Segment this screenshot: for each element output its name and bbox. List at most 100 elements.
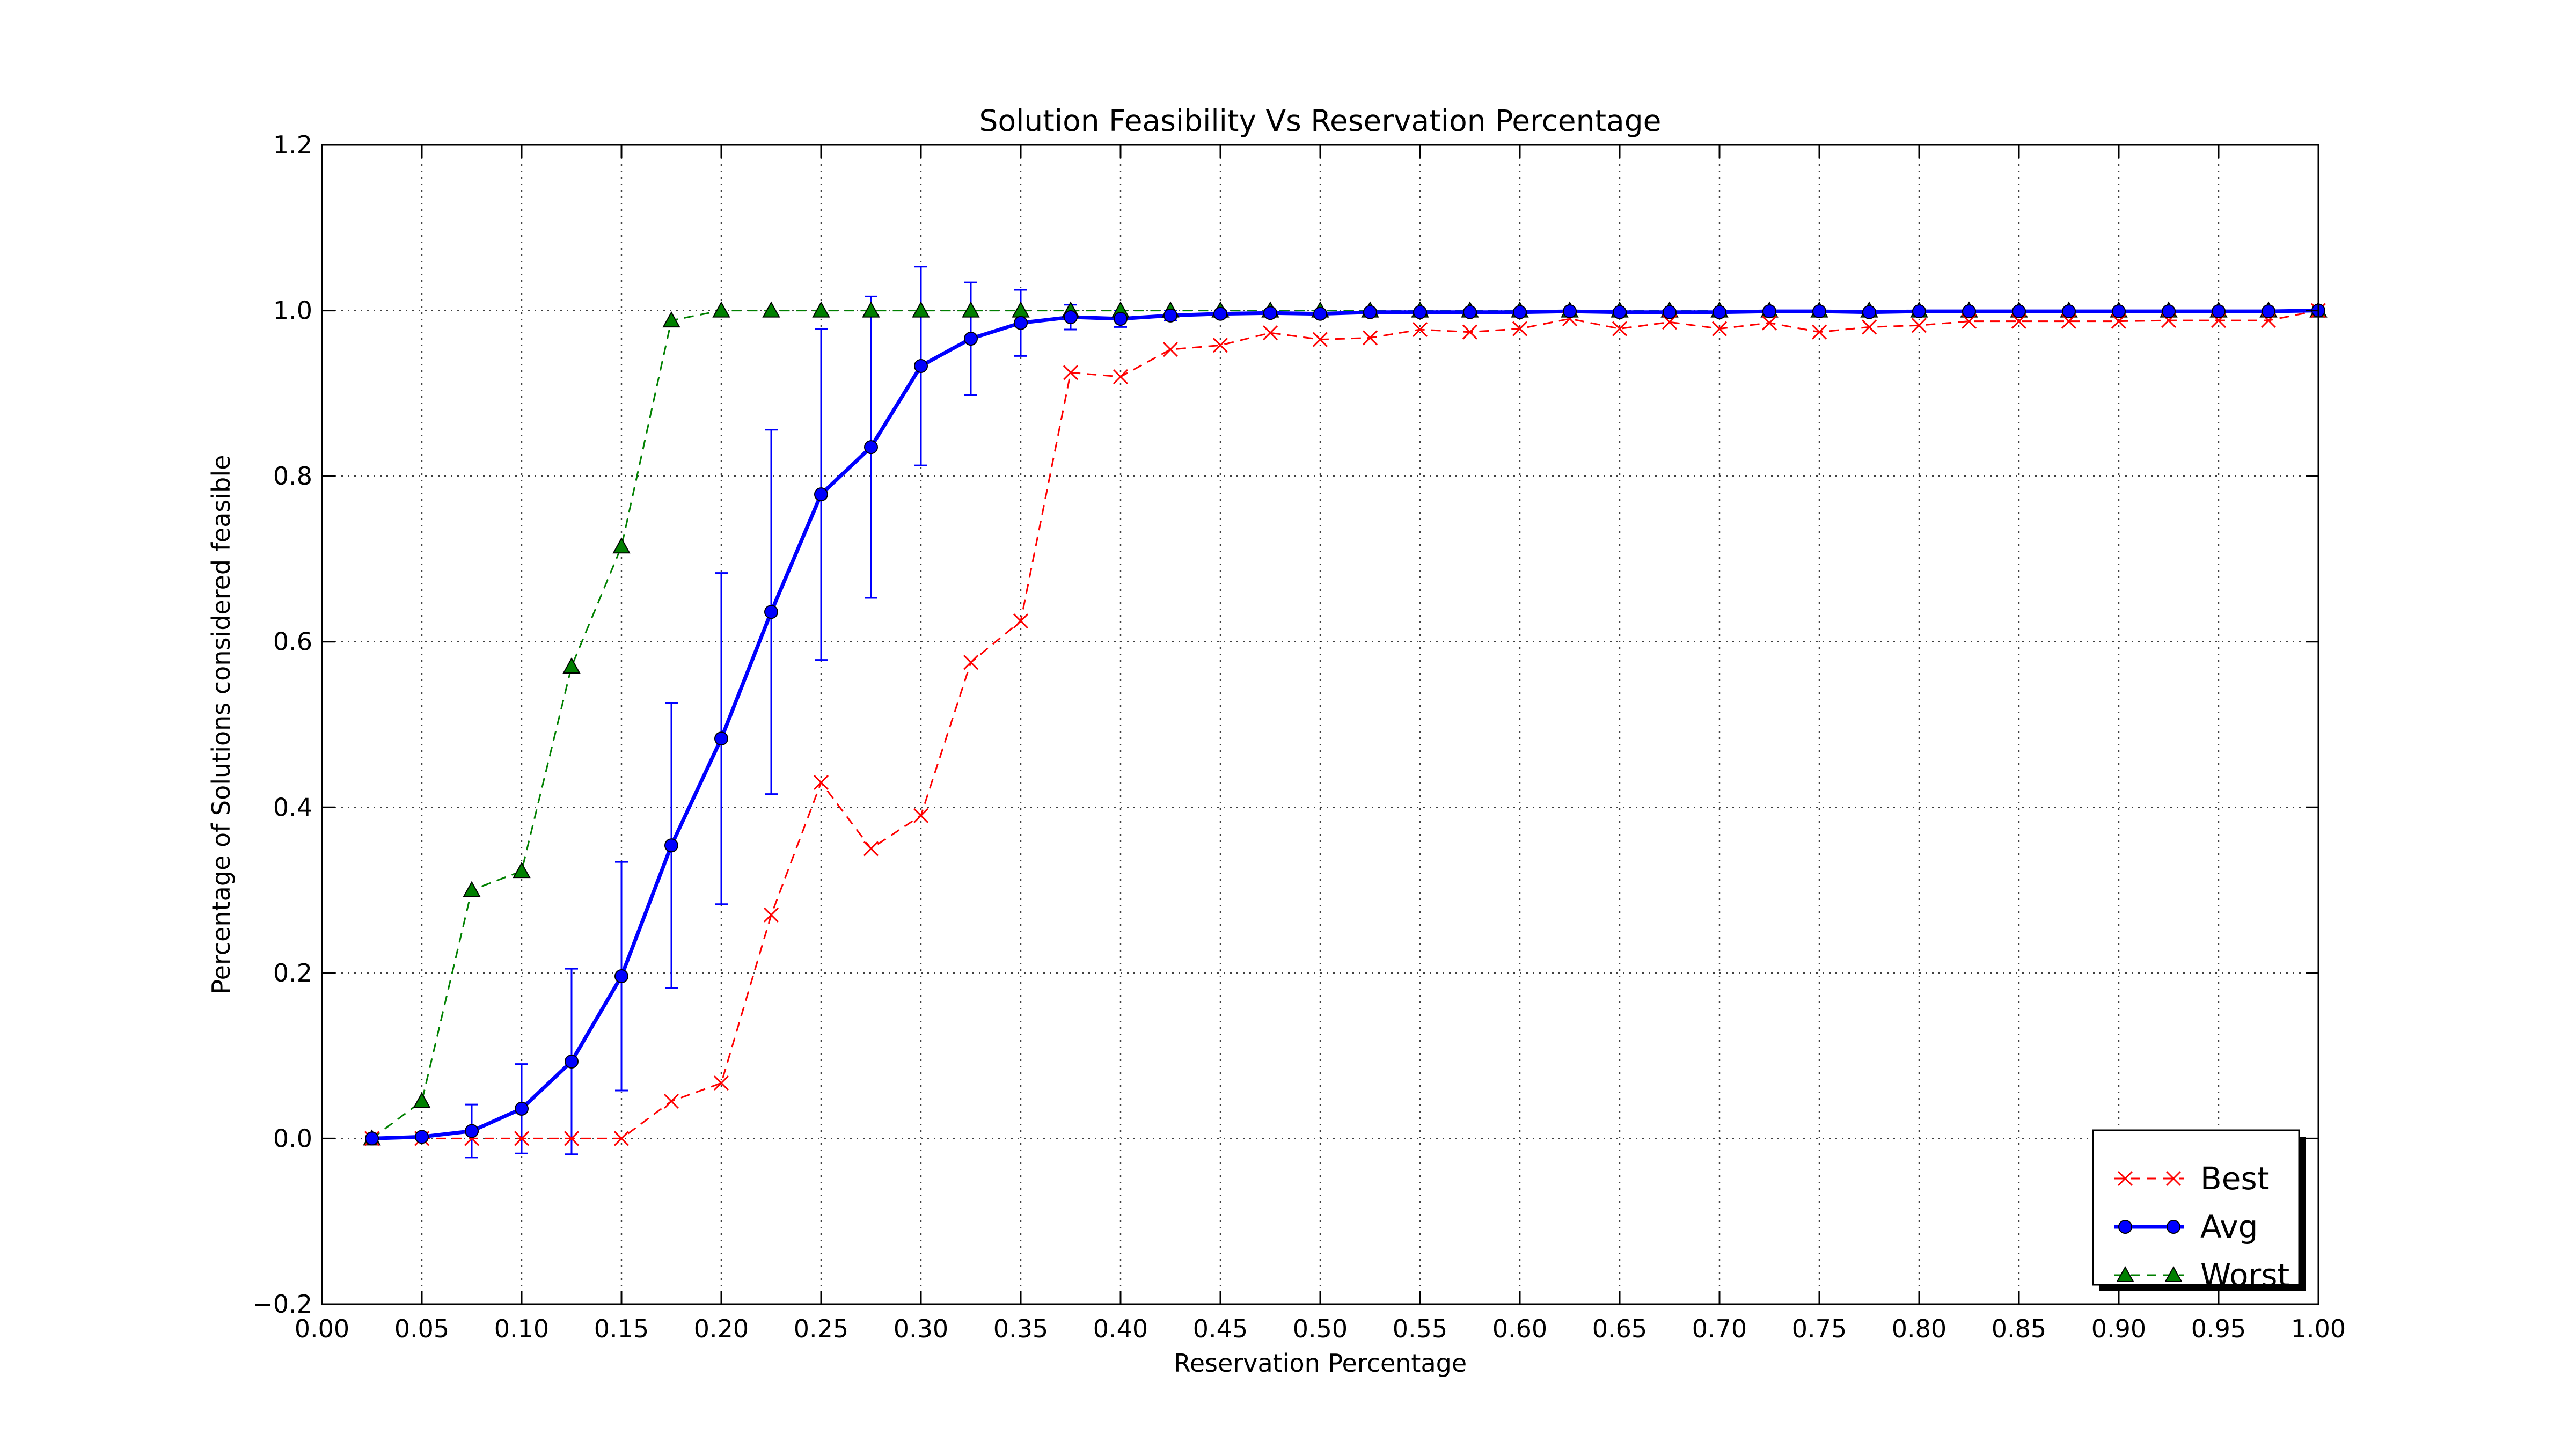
best-point [1312, 332, 1328, 347]
best-point [1662, 314, 1678, 330]
y-tick-label: −0.2 [252, 1290, 312, 1319]
best-point [2111, 313, 2127, 329]
avg-point [2062, 304, 2076, 319]
worst-point [962, 301, 980, 318]
avg-point [515, 1101, 529, 1116]
x-tick-label: 0.65 [1592, 1314, 1647, 1343]
best-point [1462, 324, 1478, 340]
best-point [1262, 325, 1278, 341]
avg-point [864, 440, 878, 455]
x-tick-label: 0.00 [295, 1314, 349, 1343]
best-point [713, 1075, 729, 1091]
avg-point [2012, 304, 2026, 319]
x-tick-label: 0.15 [594, 1314, 649, 1343]
x-tick-label: 0.40 [1093, 1314, 1148, 1343]
avg-point [1413, 305, 1427, 319]
avg-point [614, 969, 628, 984]
avg-line [371, 309, 2319, 1140]
best-point [1612, 321, 1628, 336]
best-point [1013, 613, 1029, 629]
best-point [1861, 319, 1877, 335]
y-tick-label: 0.8 [273, 462, 312, 491]
best-point [514, 1131, 530, 1146]
x-tick-label: 0.60 [1492, 1314, 1547, 1343]
y-tick-label: 1.0 [273, 296, 312, 325]
x-tick-label: 0.10 [494, 1314, 549, 1343]
x-tick-label: 0.80 [1892, 1314, 1946, 1343]
avg-point [2162, 304, 2176, 319]
best-point [1212, 338, 1228, 353]
worst-point [712, 301, 730, 318]
legend-marker-best [2165, 1170, 2182, 1187]
x-tick-label: 0.50 [1293, 1314, 1348, 1343]
best-point [913, 808, 929, 823]
worst-point [812, 301, 830, 318]
x-tick-label: 0.75 [1792, 1314, 1847, 1343]
best-point [1512, 321, 1528, 336]
legend-marker-worst [2116, 1265, 2134, 1282]
ticks [321, 144, 2319, 1305]
worst-point [562, 657, 581, 674]
legend: Best Avg Worst [2092, 1129, 2306, 1293]
legend-marker-avg [2167, 1220, 2180, 1234]
x-tick-label: 0.90 [2091, 1314, 2146, 1343]
x-tick-label: 0.25 [794, 1314, 848, 1343]
x-tick-label: 0.45 [1193, 1314, 1248, 1343]
best-point [663, 1093, 679, 1109]
series-markers [363, 301, 2328, 1146]
legend-box [2092, 1129, 2300, 1286]
avg-point [1263, 306, 1277, 320]
x-tick-label: 0.55 [1393, 1314, 1447, 1343]
best-point [1412, 321, 1428, 338]
avg-point [1313, 306, 1327, 321]
legend-label-worst: Worst [2200, 1257, 2289, 1293]
avg-point [764, 605, 778, 619]
worst-point [413, 1092, 431, 1108]
avg-point [465, 1124, 479, 1138]
avg-point [1912, 304, 1926, 319]
best-point [1761, 315, 1777, 331]
chart-title: Solution Feasibility Vs Reservation Perc… [979, 104, 1662, 138]
avg-point [664, 838, 678, 853]
x-tick-label: 0.70 [1692, 1314, 1747, 1343]
best-line [372, 310, 2319, 1139]
best-point [564, 1131, 580, 1146]
avg-point [1363, 305, 1377, 319]
y-tick-label: 0.2 [273, 958, 312, 987]
avg-point [565, 1054, 579, 1069]
tick-labels: 0.00 0.05 0.10 0.15 0.20 0.25 0.30 0.35 0.40 0.45… [252, 130, 2346, 1343]
avg-point [2112, 304, 2126, 319]
x-tick-label: 1.00 [2291, 1314, 2346, 1343]
legend-marker-avg [2118, 1220, 2132, 1234]
avg-point [1064, 310, 1078, 324]
avg-point [1812, 304, 1826, 319]
worst-point [912, 301, 930, 318]
avg-point [814, 487, 828, 502]
avg-point [1663, 305, 1677, 319]
legend-label-avg: Avg [2200, 1209, 2258, 1245]
best-point [2061, 313, 2077, 329]
y-axis-title: Percentage of Solutions considered feasi… [207, 455, 236, 994]
avg-point [1713, 305, 1726, 319]
x-tick-label: 0.20 [694, 1314, 749, 1343]
best-point [613, 1131, 630, 1146]
y-tick-label: 0.6 [273, 627, 312, 656]
legend-label-best: Best [2200, 1160, 2269, 1197]
best-point [1911, 318, 1927, 333]
best-point [1162, 342, 1179, 357]
best-point [2011, 313, 2027, 329]
avg-point [1463, 305, 1477, 319]
worst-point [662, 311, 680, 328]
x-tick-label: 0.30 [894, 1314, 948, 1343]
avg-point [1613, 305, 1627, 319]
avg-point [1163, 308, 1177, 323]
avg-point [1114, 312, 1128, 326]
y-tick-label: 0.4 [273, 793, 312, 822]
best-point [1711, 321, 1728, 336]
avg-point [1762, 304, 1776, 319]
avg-point [2212, 304, 2226, 319]
avg-point [365, 1131, 379, 1146]
best-point [813, 774, 829, 791]
avg-point [1563, 304, 1577, 319]
